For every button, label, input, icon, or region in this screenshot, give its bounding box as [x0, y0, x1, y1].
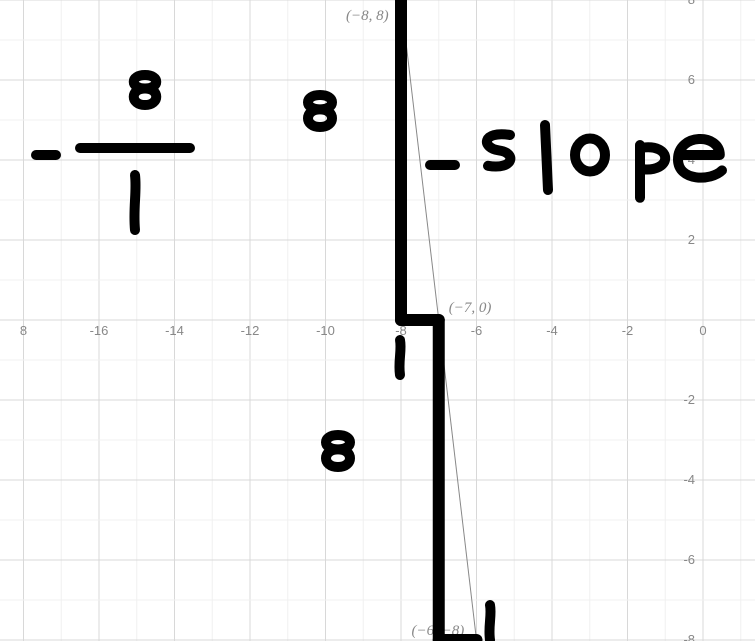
svg-text:-6: -6: [683, 552, 695, 567]
svg-text:2: 2: [688, 232, 695, 247]
svg-text:-10: -10: [316, 323, 335, 338]
grid: [0, 0, 755, 641]
slope-chart: 8-16-14-12-10-8-6-4-2028642-2-4-6-8 (−8,…: [0, 0, 755, 641]
svg-text:8: 8: [20, 323, 27, 338]
svg-text:-12: -12: [241, 323, 260, 338]
svg-text:6: 6: [688, 72, 695, 87]
svg-text:-4: -4: [683, 472, 695, 487]
chart-svg: 8-16-14-12-10-8-6-4-2028642-2-4-6-8 (−8,…: [0, 0, 755, 641]
svg-text:-4: -4: [546, 323, 558, 338]
svg-text:(−7, 0): (−7, 0): [449, 300, 492, 316]
svg-text:(−8, 8): (−8, 8): [346, 8, 389, 24]
svg-text:-6: -6: [471, 323, 483, 338]
svg-text:-8: -8: [683, 632, 695, 641]
svg-text:-2: -2: [683, 392, 695, 407]
svg-text:-16: -16: [90, 323, 109, 338]
svg-text:-14: -14: [165, 323, 184, 338]
svg-text:8: 8: [688, 0, 695, 7]
svg-text:0: 0: [699, 323, 706, 338]
svg-text:-2: -2: [622, 323, 634, 338]
